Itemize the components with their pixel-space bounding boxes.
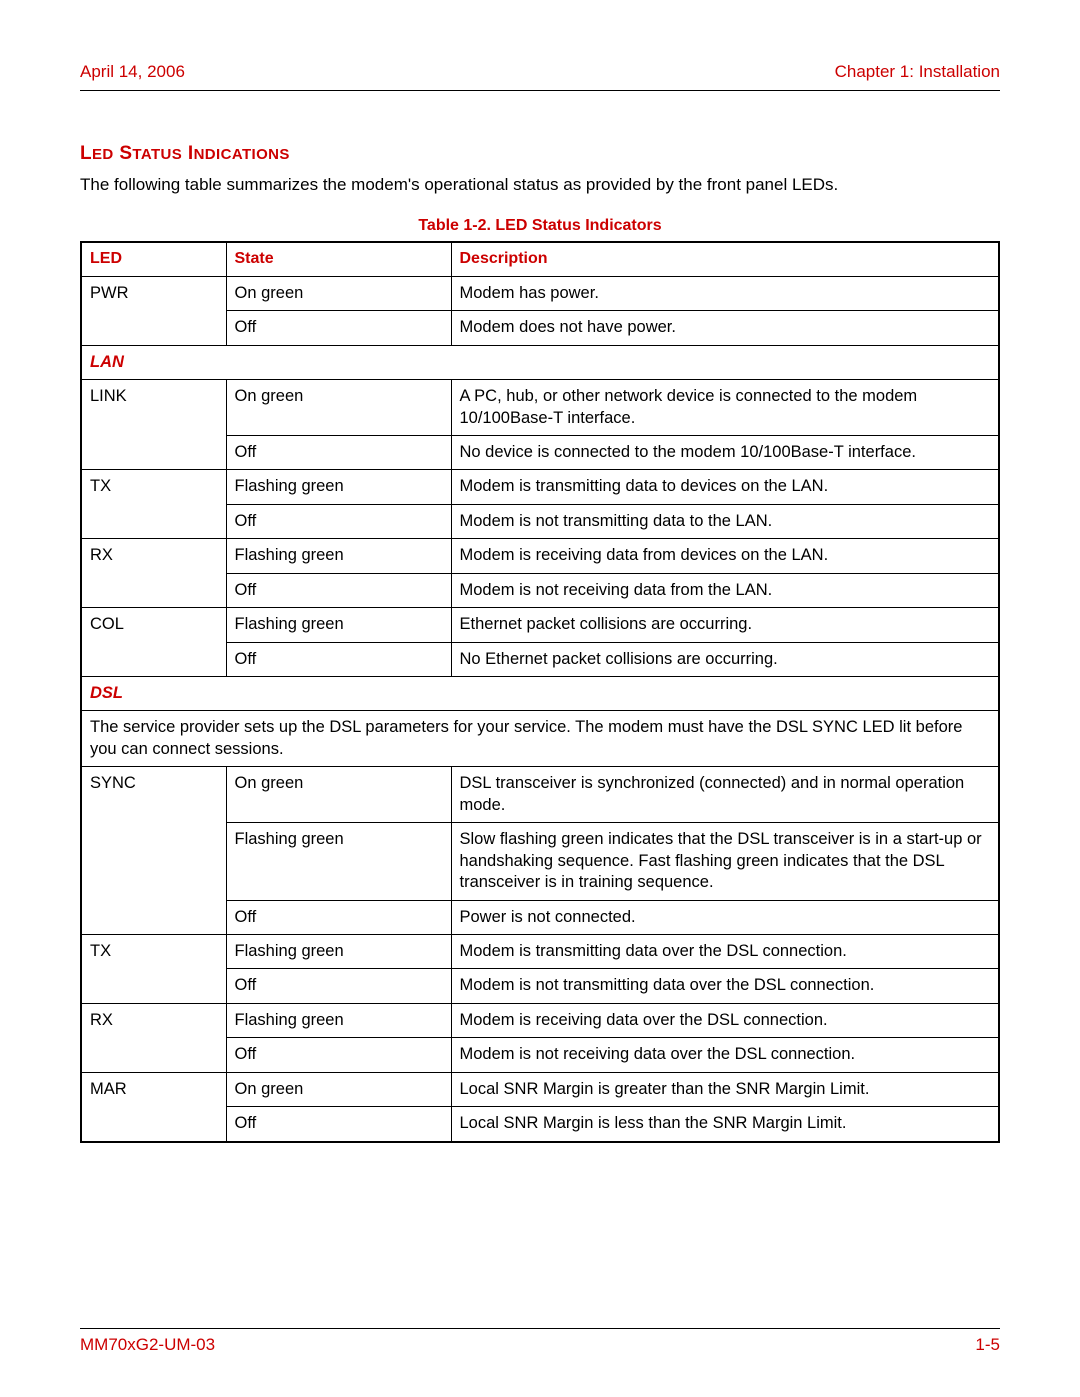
cell-desc: Modem has power. <box>451 276 999 310</box>
page-header: April 14, 2006 Chapter 1: Installation <box>80 62 1000 82</box>
cell-desc: Modem is transmitting data to devices on… <box>451 470 999 504</box>
table-row: TX Flashing green Modem is transmitting … <box>81 470 999 504</box>
cell-state: Flashing green <box>226 608 451 642</box>
page-footer: MM70xG2-UM-03 1-5 <box>80 1328 1000 1355</box>
cell-desc: A PC, hub, or other network device is co… <box>451 380 999 436</box>
table-caption: Table 1-2. LED Status Indicators <box>80 217 1000 235</box>
cell-led: RX <box>81 539 226 608</box>
table-row: COL Flashing green Ethernet packet colli… <box>81 608 999 642</box>
cell-desc: Modem is transmitting data over the DSL … <box>451 934 999 968</box>
cell-state: On green <box>226 1072 451 1106</box>
cell-state: Flashing green <box>226 1003 451 1037</box>
cell-desc: Local SNR Margin is less than the SNR Ma… <box>451 1107 999 1142</box>
page: April 14, 2006 Chapter 1: Installation L… <box>0 0 1080 1397</box>
col-header-state: State <box>226 242 451 276</box>
intro-text: The following table summarizes the modem… <box>80 175 1000 195</box>
col-header-led: LED <box>81 242 226 276</box>
cell-led: RX <box>81 1003 226 1072</box>
section-label: LAN <box>81 345 999 379</box>
table-row: SYNC On green DSL transceiver is synchro… <box>81 767 999 823</box>
cell-desc: Modem is not transmitting data over the … <box>451 969 999 1003</box>
cell-state: Flashing green <box>226 934 451 968</box>
cell-led: TX <box>81 934 226 1003</box>
cell-state: Off <box>226 311 451 345</box>
cell-led: COL <box>81 608 226 677</box>
cell-desc: Local SNR Margin is greater than the SNR… <box>451 1072 999 1106</box>
cell-desc: No device is connected to the modem 10/1… <box>451 435 999 469</box>
cell-state: Off <box>226 1107 451 1142</box>
col-header-desc: Description <box>451 242 999 276</box>
cell-desc: Modem does not have power. <box>451 311 999 345</box>
footer-rule <box>80 1328 1000 1329</box>
led-table: LED State Description PWR On green Modem… <box>80 241 1000 1143</box>
header-date: April 14, 2006 <box>80 62 185 82</box>
table-row: MAR On green Local SNR Margin is greater… <box>81 1072 999 1106</box>
table-row: TX Flashing green Modem is transmitting … <box>81 934 999 968</box>
table-header-row: LED State Description <box>81 242 999 276</box>
cell-desc: Modem is not receiving data over the DSL… <box>451 1038 999 1072</box>
section-title: LED STATUS INDICATIONS <box>80 143 1000 165</box>
cell-state: Off <box>226 504 451 538</box>
cell-state: Off <box>226 435 451 469</box>
cell-desc: No Ethernet packet collisions are occurr… <box>451 642 999 676</box>
dsl-note: The service provider sets up the DSL par… <box>81 711 999 767</box>
cell-state: On green <box>226 380 451 436</box>
cell-state: Flashing green <box>226 539 451 573</box>
cell-led: SYNC <box>81 767 226 935</box>
cell-state: Flashing green <box>226 470 451 504</box>
table-row: PWR On green Modem has power. <box>81 276 999 310</box>
table-row: LINK On green A PC, hub, or other networ… <box>81 380 999 436</box>
header-chapter: Chapter 1: Installation <box>835 62 1000 82</box>
cell-desc: Ethernet packet collisions are occurring… <box>451 608 999 642</box>
cell-led: LINK <box>81 380 226 470</box>
cell-state: Off <box>226 573 451 607</box>
cell-desc: Slow flashing green indicates that the D… <box>451 823 999 900</box>
cell-desc: Power is not connected. <box>451 900 999 934</box>
cell-state: Off <box>226 969 451 1003</box>
cell-led: MAR <box>81 1072 226 1141</box>
section-row-lan: LAN <box>81 345 999 379</box>
cell-desc: Modem is not transmitting data to the LA… <box>451 504 999 538</box>
cell-state: Off <box>226 642 451 676</box>
footer-pagenum: 1-5 <box>975 1335 1000 1355</box>
section-row-dsl: DSL <box>81 677 999 711</box>
dsl-note-row: The service provider sets up the DSL par… <box>81 711 999 767</box>
cell-state: On green <box>226 767 451 823</box>
header-rule <box>80 90 1000 91</box>
cell-desc: DSL transceiver is synchronized (connect… <box>451 767 999 823</box>
cell-desc: Modem is not receiving data from the LAN… <box>451 573 999 607</box>
cell-desc: Modem is receiving data over the DSL con… <box>451 1003 999 1037</box>
cell-led: TX <box>81 470 226 539</box>
cell-state: Off <box>226 1038 451 1072</box>
table-row: RX Flashing green Modem is receiving dat… <box>81 539 999 573</box>
cell-state: On green <box>226 276 451 310</box>
section-label: DSL <box>81 677 999 711</box>
cell-desc: Modem is receiving data from devices on … <box>451 539 999 573</box>
table-row: RX Flashing green Modem is receiving dat… <box>81 1003 999 1037</box>
cell-led: PWR <box>81 276 226 345</box>
cell-state: Off <box>226 900 451 934</box>
footer-docid: MM70xG2-UM-03 <box>80 1335 215 1355</box>
cell-state: Flashing green <box>226 823 451 900</box>
